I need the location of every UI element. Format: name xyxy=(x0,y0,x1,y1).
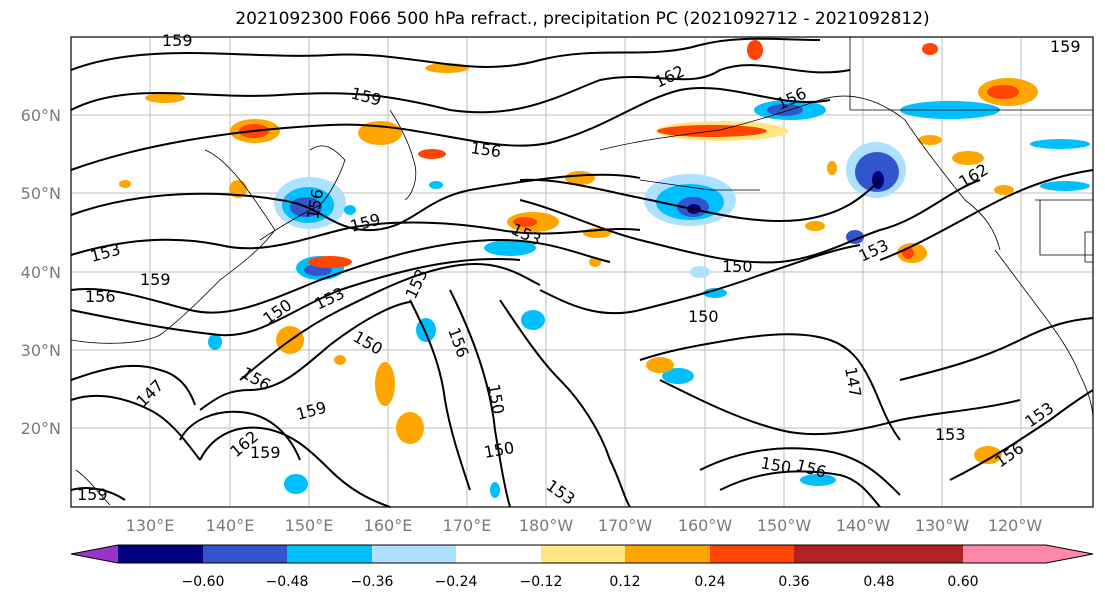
contour-label: 150 xyxy=(722,257,753,276)
colorbar-segment xyxy=(456,545,541,563)
colorbar-segment xyxy=(541,545,625,563)
lon-label: 150°E xyxy=(285,516,334,535)
lon-label: 130°E xyxy=(126,516,175,535)
colorbar-tick-label: 0.60 xyxy=(947,574,978,590)
colorbar-extend-low xyxy=(71,545,118,563)
colorbar-tick-label: −0.60 xyxy=(182,574,225,590)
colorbar-tick-label: 0.36 xyxy=(778,574,809,590)
longitude-labels: 130°E 140°E 150°E 160°E 170°E 180°W 170°… xyxy=(126,516,1043,535)
contour-label: 159 xyxy=(1050,37,1081,56)
colorbar-tick-label: −0.48 xyxy=(266,574,309,590)
colorbar-segment xyxy=(625,545,710,563)
colorbar: −0.60 −0.48 −0.36 −0.24 −0.12 0.12 0.24 … xyxy=(70,544,1094,590)
contour-label: 156 xyxy=(85,287,116,306)
lon-label: 170°W xyxy=(598,516,653,535)
colorbar-segment xyxy=(287,545,372,563)
lat-label: 20°N xyxy=(21,419,61,438)
colorbar-segment xyxy=(879,545,963,563)
lat-label: 60°N xyxy=(21,106,61,125)
lat-label: 30°N xyxy=(21,341,61,360)
contour-label: 153 xyxy=(935,425,966,444)
colorbar-tick-label: 0.48 xyxy=(863,574,894,590)
lon-label: 140°W xyxy=(836,516,891,535)
lon-label: 140°E xyxy=(206,516,255,535)
colorbar-tick-label: 0.12 xyxy=(609,574,640,590)
contour-label: 159 xyxy=(77,485,108,504)
lon-label: 180°W xyxy=(519,516,574,535)
map-frame xyxy=(70,36,1094,508)
contour-label: 150 xyxy=(688,307,719,326)
page-title: 2021092300 F066 500 hPa refract., precip… xyxy=(235,9,930,29)
colorbar-segment xyxy=(203,545,287,563)
lon-label: 160°E xyxy=(364,516,413,535)
precipitation-shading xyxy=(119,40,1090,498)
contour-lines xyxy=(70,37,1094,508)
lon-label: 120°W xyxy=(988,516,1043,535)
contour-label: 159 xyxy=(250,443,281,462)
lat-label: 40°N xyxy=(21,263,61,282)
lat-label: 50°N xyxy=(21,184,61,203)
latitude-labels: 60°N 50°N 40°N 30°N 20°N xyxy=(21,106,61,438)
contour-label: 156 xyxy=(469,138,502,161)
colorbar-segment xyxy=(118,545,203,563)
contour-label: 159 xyxy=(140,270,171,289)
colorbar-segment xyxy=(710,545,794,563)
colorbar-outline xyxy=(70,544,1094,564)
contour-label: 159 xyxy=(162,31,193,50)
lon-label: 130°W xyxy=(915,516,970,535)
colorbar-segment xyxy=(372,545,456,563)
lon-label: 150°W xyxy=(757,516,812,535)
colorbar-extend-high xyxy=(963,545,1093,563)
lon-label: 160°W xyxy=(678,516,733,535)
colorbar-segment xyxy=(794,545,879,563)
colorbar-tick-label: 0.24 xyxy=(694,574,725,590)
colorbar-tick-label: −0.12 xyxy=(520,574,563,590)
colorbar-tick-label: −0.36 xyxy=(351,574,394,590)
lon-label: 170°E xyxy=(443,516,492,535)
colorbar-tick-label: −0.24 xyxy=(435,574,478,590)
